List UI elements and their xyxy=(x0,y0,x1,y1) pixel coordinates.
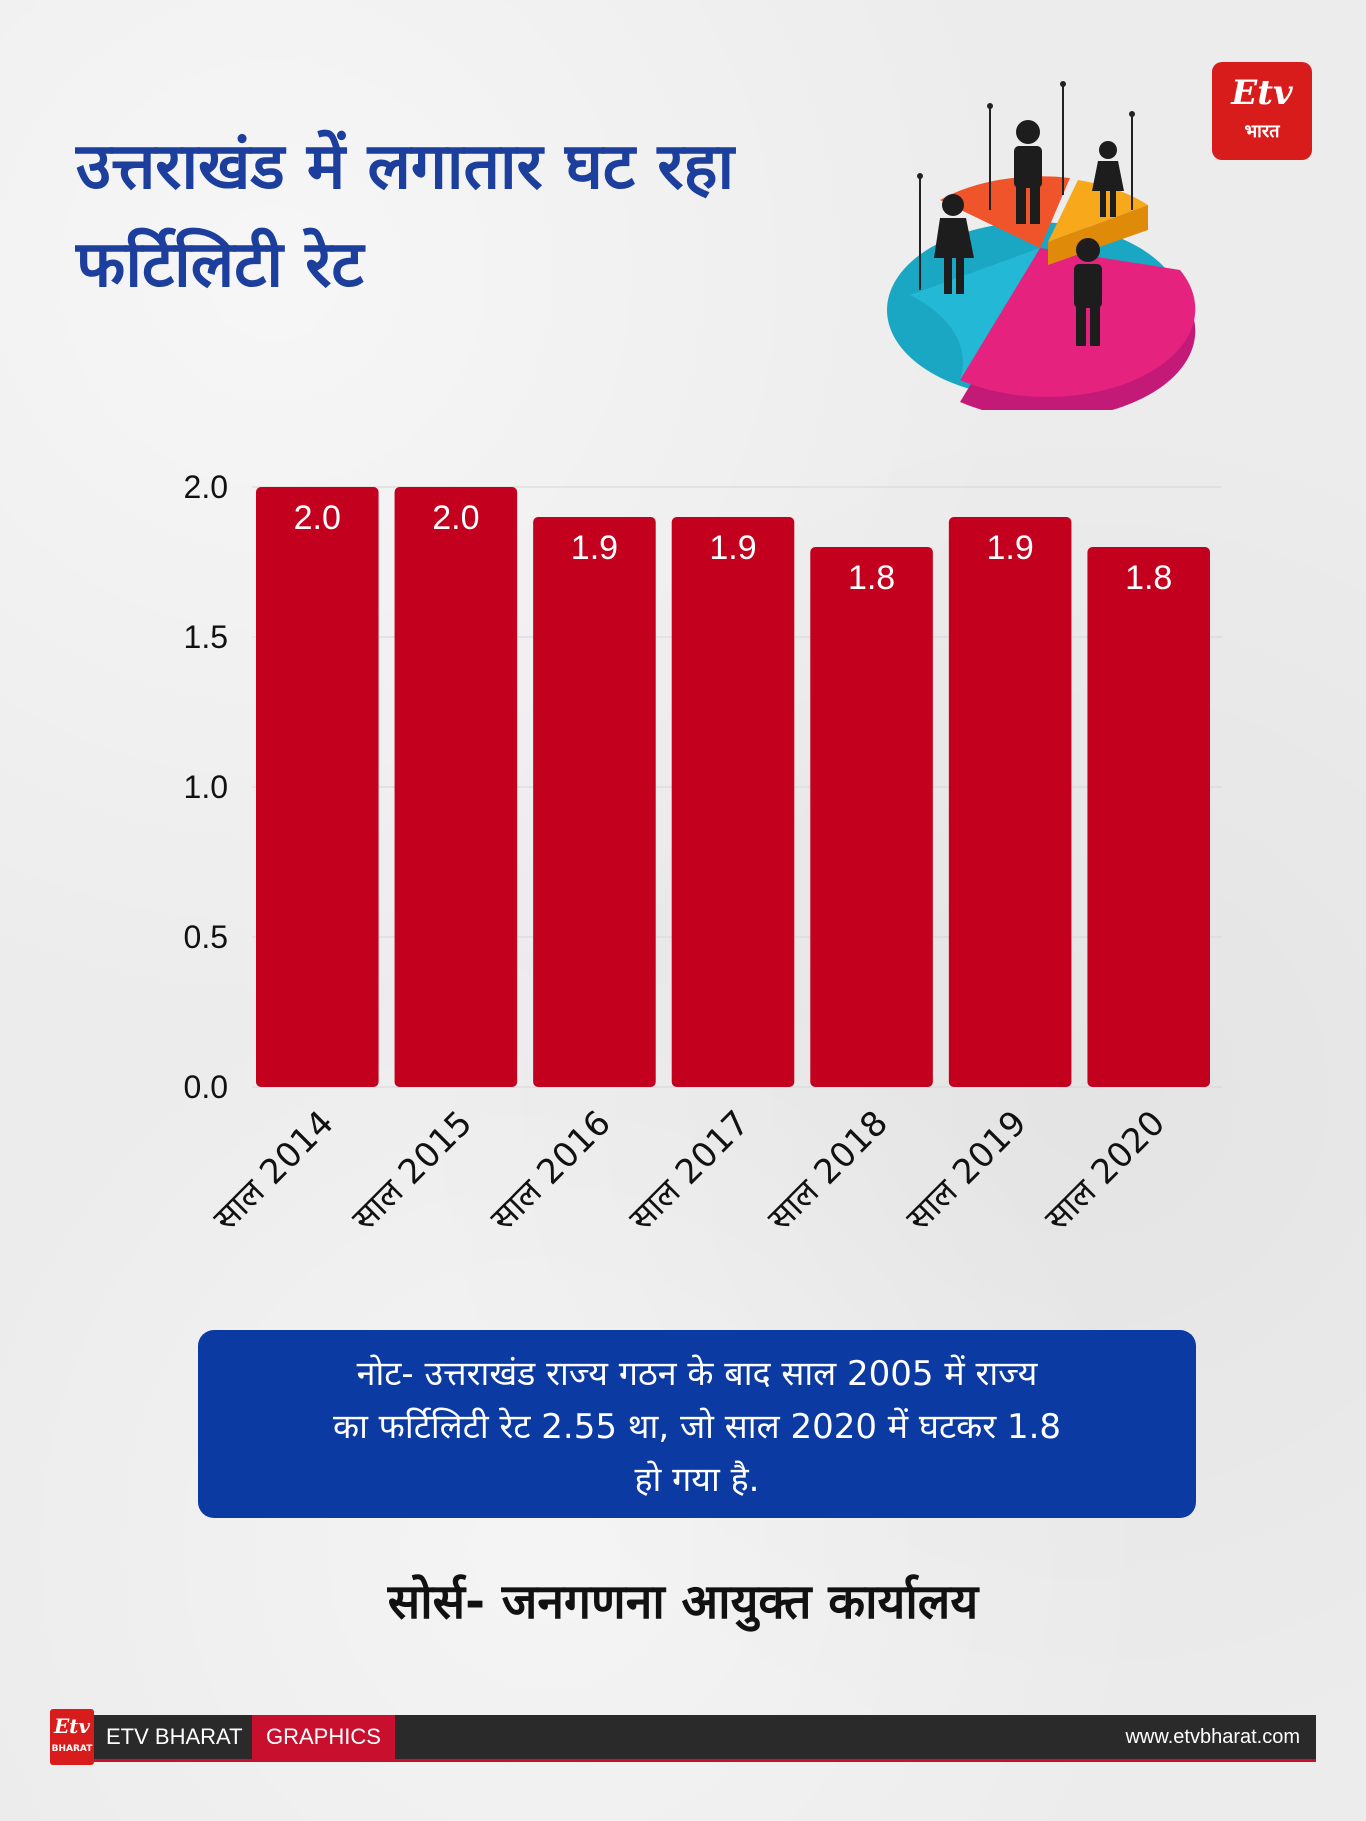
footer-graphics-tag: GRAPHICS xyxy=(252,1715,395,1759)
note-line-3: हो गया है. xyxy=(634,1460,760,1500)
y-tick-label: 0.0 xyxy=(184,1069,228,1105)
x-tick-label: साल 2019 xyxy=(899,1103,1035,1239)
footer-logo-sub: BHARAT xyxy=(51,1744,93,1754)
bar xyxy=(810,547,933,1087)
footer-brand: ETV BHARAT xyxy=(106,1724,243,1749)
data-label: 2.0 xyxy=(294,499,341,537)
note-box: नोट- उत्तराखंड राज्य गठन के बाद साल 2005… xyxy=(198,1330,1196,1518)
etv-bharat-logo: Etv भारत xyxy=(1212,62,1312,160)
note-line-1: नोट- उत्तराखंड राज्य गठन के बाद साल 2005… xyxy=(356,1354,1038,1394)
population-pie-illustration xyxy=(887,81,1196,410)
title-line-2: फर्टिलिटी रेट xyxy=(76,228,364,302)
y-tick-label: 1.0 xyxy=(184,769,228,805)
title-line-1: उत्तराखंड में लगातार घट रहा xyxy=(76,130,735,204)
data-label: 2.0 xyxy=(432,499,479,537)
x-tick-label: साल 2014 xyxy=(206,1103,342,1239)
y-tick-label: 2.0 xyxy=(184,469,228,505)
data-label: 1.9 xyxy=(987,529,1034,567)
bar xyxy=(671,517,795,1087)
footer-etv-logo: Etv BHARAT xyxy=(50,1709,94,1765)
logo-mark: Etv xyxy=(1231,73,1293,113)
data-label: 1.8 xyxy=(848,559,895,597)
footer-logo-mark: Etv xyxy=(53,1714,91,1738)
data-label: 1.9 xyxy=(709,529,756,567)
note-line-2: का फर्टिलिटी रेट 2.55 था, जो साल 2020 मे… xyxy=(332,1407,1062,1447)
bar xyxy=(394,487,518,1087)
x-tick-label: साल 2016 xyxy=(483,1103,619,1239)
y-tick-label: 0.5 xyxy=(184,919,228,955)
x-tick-label: साल 2020 xyxy=(1037,1103,1173,1239)
x-tick-label: साल 2017 xyxy=(621,1103,757,1239)
x-tick-label: साल 2015 xyxy=(344,1103,480,1239)
data-label: 1.9 xyxy=(571,529,618,567)
logo-sub: भारत xyxy=(1244,121,1280,142)
y-tick-label: 1.5 xyxy=(184,619,228,655)
bar xyxy=(533,517,656,1087)
x-tick-label: साल 2018 xyxy=(760,1103,896,1239)
bar-chart: 0.0 0.5 1.0 1.5 2.0 2.0 साल 2014 2.0 साल 2015 1.9… xyxy=(184,469,1222,1239)
footer-bar: Etv BHARAT ETV BHARAT GRAPHICS www.etvbh… xyxy=(50,1709,1316,1765)
page-title: उत्तराखंड में लगातार घट रहा फर्टिलिटी रे… xyxy=(76,118,876,314)
data-label: 1.8 xyxy=(1125,559,1172,597)
bar xyxy=(256,487,379,1087)
bar xyxy=(948,517,1072,1087)
footer-url[interactable]: www.etvbharat.com xyxy=(1125,1726,1300,1748)
bar xyxy=(1087,547,1210,1087)
source-credit: सोर्स- जनगणना आयुक्त कार्यालय xyxy=(387,1574,979,1630)
